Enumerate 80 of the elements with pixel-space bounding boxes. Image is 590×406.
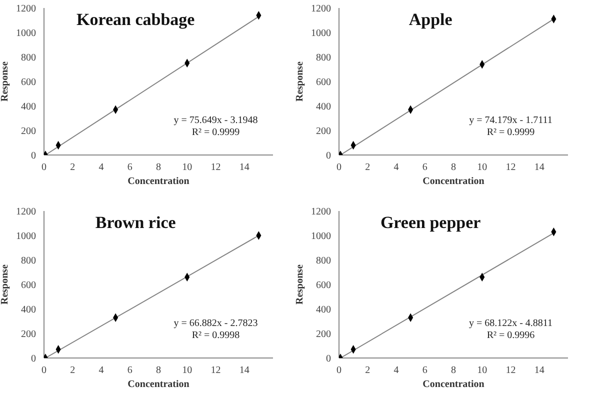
y-tick-label: 400: [21, 102, 36, 113]
x-tick-label: 4: [98, 162, 104, 174]
x-tick-label: 12: [506, 162, 516, 174]
y-tick-label: 800: [21, 256, 36, 267]
x-axis-title: Concentration: [128, 176, 190, 188]
chart-title: Green pepper: [379, 213, 482, 233]
annotation: R² = 0.9999: [190, 127, 241, 139]
y-tick-label: 0: [31, 354, 36, 365]
x-tick-label: 14: [239, 162, 250, 174]
y-tick-label: 600: [21, 280, 36, 292]
y-tick-label: 1200: [16, 4, 36, 15]
chart-title: Brown rice: [94, 213, 177, 233]
x-tick-label: 6: [127, 365, 132, 376]
y-tick-label: 600: [21, 77, 36, 88]
x-tick-label: 12: [506, 365, 516, 376]
x-tick-label: 10: [477, 162, 488, 174]
y-tick-label: 800: [21, 52, 36, 64]
x-axis-title: Concentration: [422, 176, 485, 188]
annotation: R² = 0.9998: [190, 330, 241, 342]
y-tick-label: 400: [21, 304, 36, 316]
x-tick-label: 8: [156, 365, 161, 376]
y-tick-label: 200: [316, 126, 331, 138]
y-axis-title: Response: [294, 264, 306, 305]
x-tick-label: 8: [156, 162, 161, 174]
x-tick-label: 2: [70, 162, 76, 174]
x-tick-label: 6: [422, 365, 428, 376]
y-tick-label: 0: [326, 150, 331, 162]
x-axis-title: Concentration: [422, 379, 485, 390]
y-tick-label: 400: [316, 102, 331, 113]
x-tick-label: 14: [534, 162, 544, 174]
y-tick-label: 0: [326, 354, 331, 365]
x-tick-label: 0: [42, 162, 46, 174]
x-axis-title: Concentration: [128, 379, 190, 390]
annotation: y = 66.882x - 2.7823: [172, 318, 259, 330]
y-axis-title: Response: [0, 60, 11, 102]
x-tick-label: 4: [394, 365, 399, 376]
y-tick-label: 600: [316, 280, 331, 292]
x-tick-label: 14: [534, 365, 544, 376]
x-tick-label: 6: [422, 162, 428, 174]
x-tick-label: 12: [210, 365, 221, 376]
x-tick-label: 4: [98, 365, 104, 376]
y-tick-label: 800: [316, 52, 331, 64]
x-tick-label: 6: [127, 162, 132, 174]
x-tick-label: 2: [365, 365, 370, 376]
annotation: R² = 0.9999: [486, 127, 536, 139]
y-tick-label: 400: [316, 304, 331, 316]
x-tick-label: 10: [477, 365, 488, 376]
x-tick-label: 0: [336, 365, 342, 376]
y-tick-label: 1000: [16, 231, 36, 242]
y-tick-label: 1000: [16, 28, 36, 40]
x-tick-label: 14: [239, 365, 250, 376]
x-tick-label: 8: [451, 365, 456, 376]
x-tick-label: 2: [70, 365, 76, 376]
x-tick-label: 0: [42, 365, 46, 376]
y-tick-label: 200: [21, 126, 36, 138]
y-tick-label: 1200: [311, 206, 331, 218]
chart-title: Korean cabbage: [75, 10, 196, 30]
x-tick-label: 0: [336, 162, 342, 174]
y-tick-label: 1200: [16, 206, 36, 218]
y-tick-label: 1000: [311, 28, 331, 40]
annotation: y = 74.179x - 1.7111: [468, 115, 554, 127]
x-tick-label: 10: [182, 365, 192, 376]
y-tick-label: 1000: [311, 231, 331, 242]
y-tick-label: 200: [21, 329, 36, 340]
y-tick-label: 1200: [311, 4, 331, 15]
y-tick-label: 800: [316, 256, 331, 267]
x-tick-label: 8: [451, 162, 456, 174]
y-tick-label: 600: [316, 77, 331, 88]
annotation: R² = 0.9996: [486, 330, 536, 342]
annotation: y = 68.122x - 4.8811: [468, 318, 554, 330]
y-axis-title: Response: [294, 60, 306, 102]
chart-title: Apple: [408, 10, 454, 30]
y-axis-title: Response: [0, 264, 11, 305]
x-tick-label: 12: [210, 162, 221, 174]
x-tick-label: 10: [182, 162, 192, 174]
y-tick-label: 0: [31, 150, 36, 162]
annotation: y = 75.649x - 3.1948: [172, 115, 259, 127]
x-tick-label: 4: [394, 162, 399, 174]
y-tick-label: 200: [316, 329, 331, 340]
x-tick-label: 2: [365, 162, 370, 174]
